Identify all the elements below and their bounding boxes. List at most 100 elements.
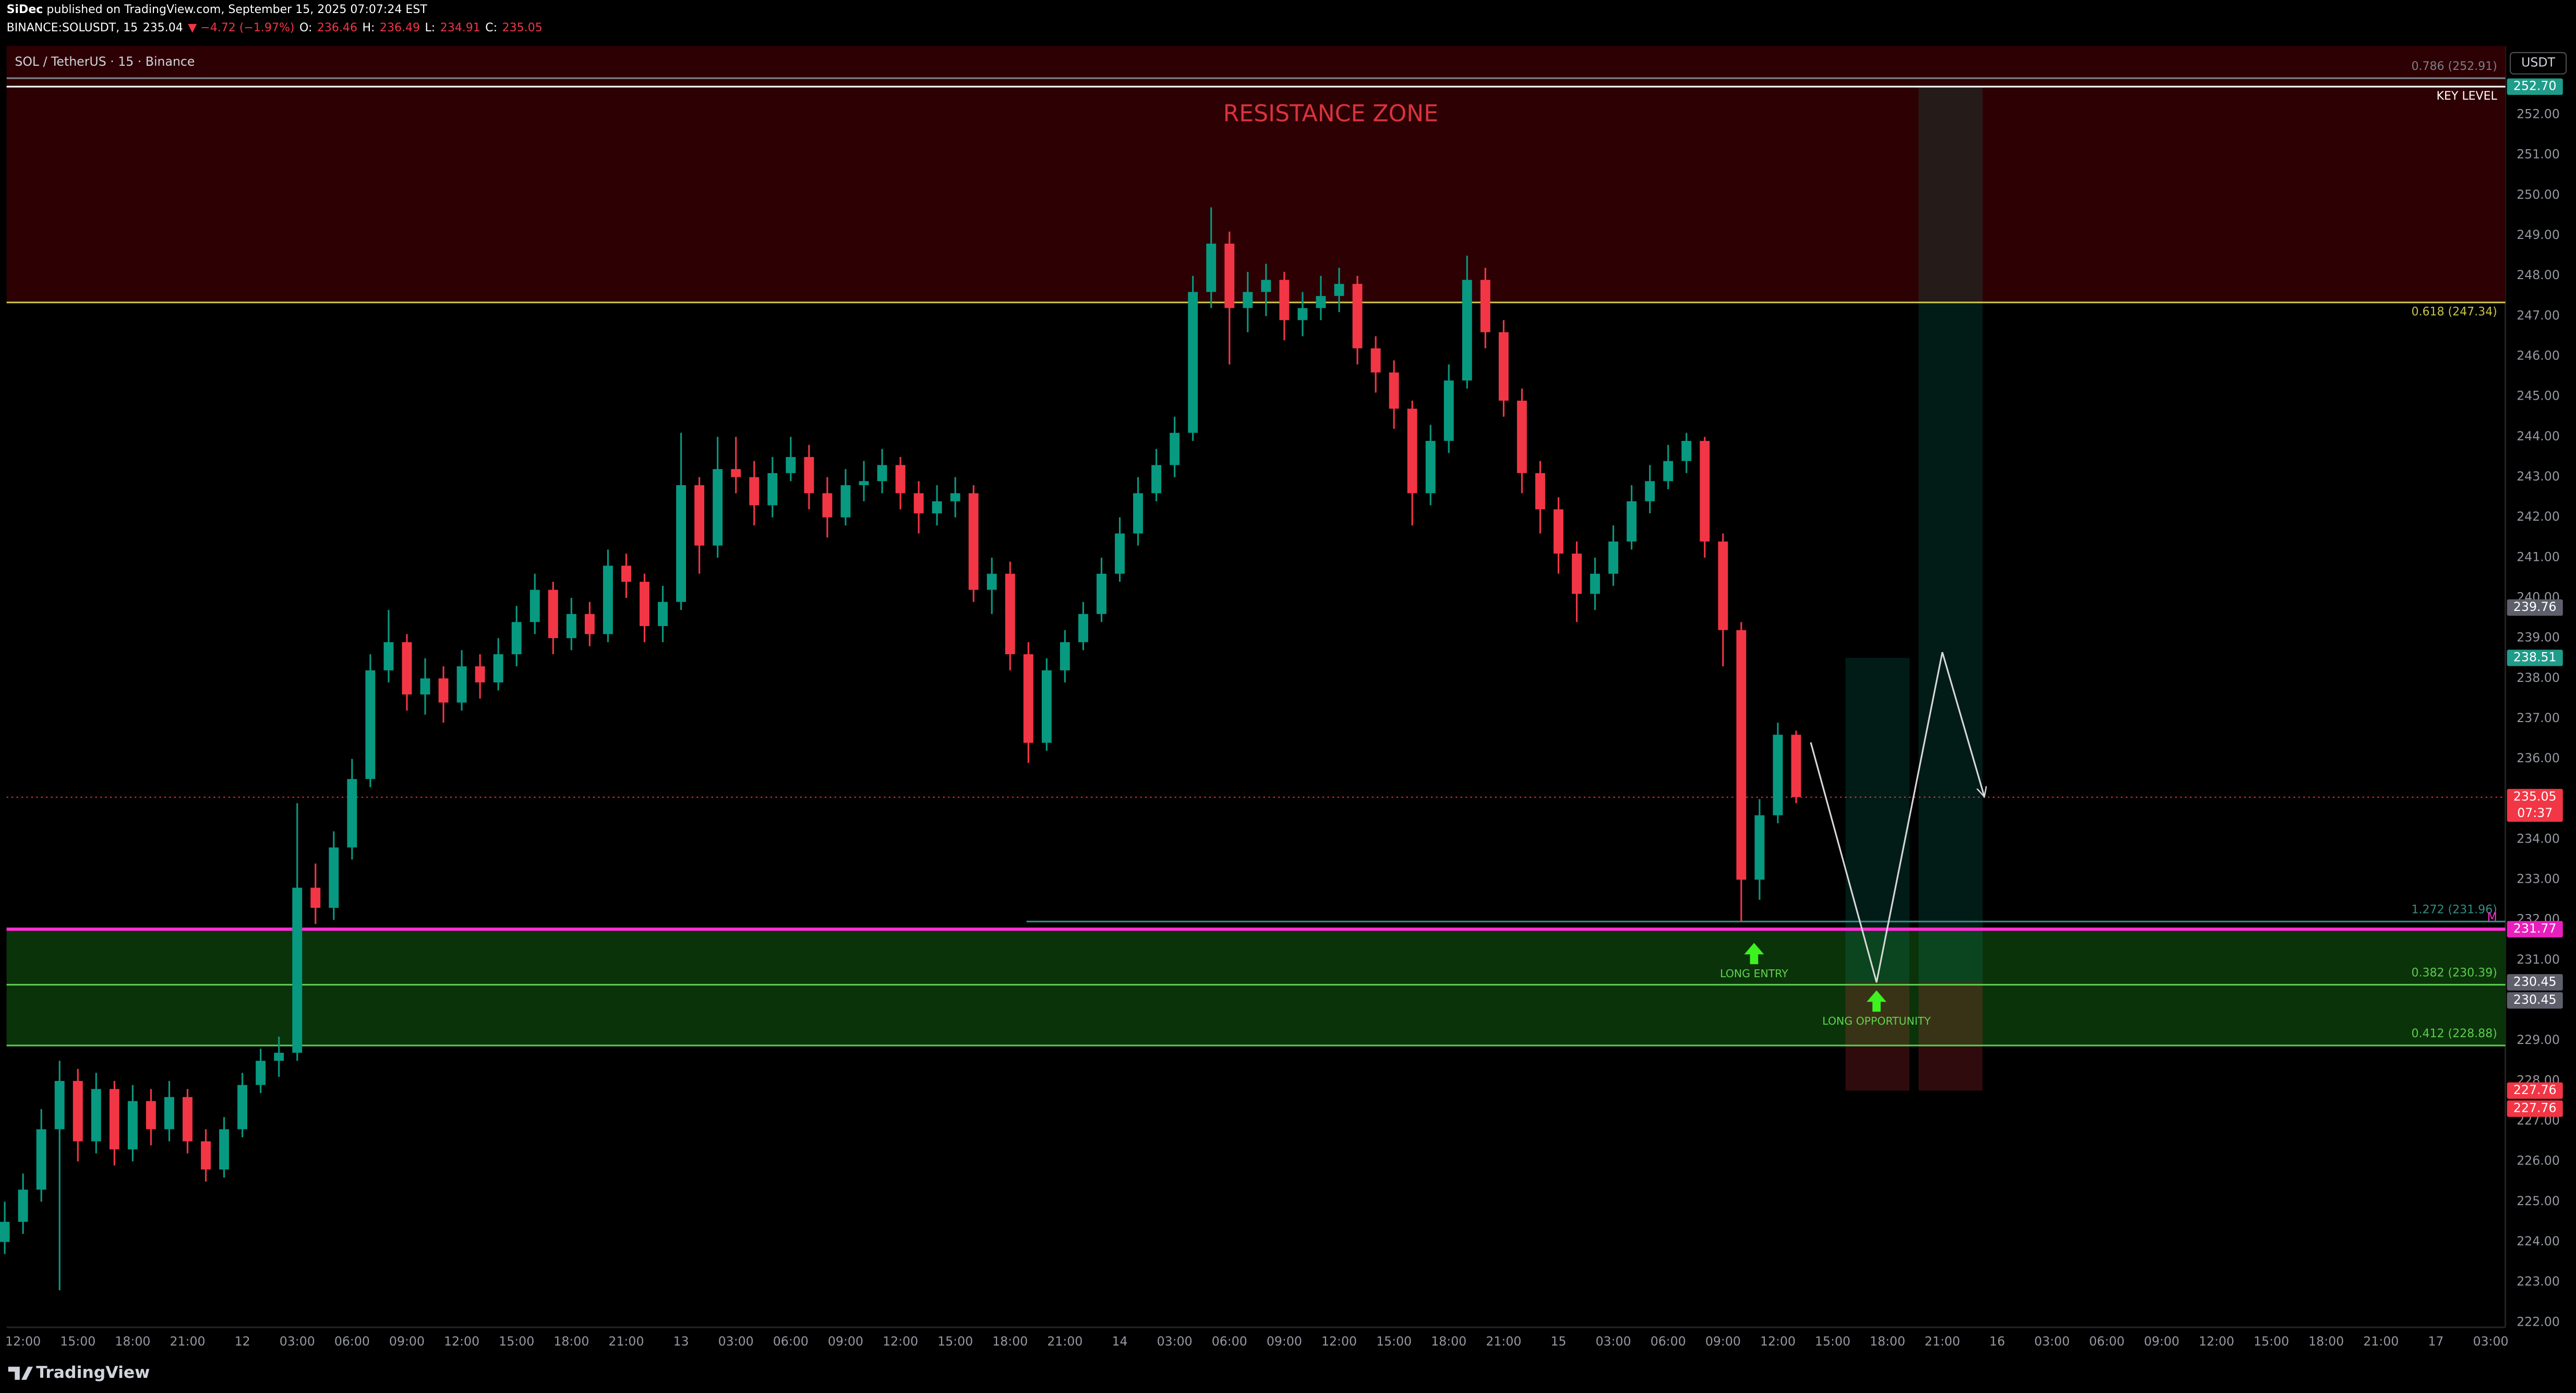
x-tick-label: 18:00 — [1870, 1334, 1905, 1349]
unit-box — [2510, 52, 2567, 75]
candle-body — [1133, 493, 1143, 534]
candle-body — [219, 1129, 230, 1170]
candle-body — [1554, 509, 1563, 554]
candle-body — [18, 1190, 28, 1222]
y-tick-label: 245.00 — [2517, 389, 2560, 403]
quote-part: C: — [485, 20, 498, 34]
candle-body — [1590, 573, 1600, 594]
candle-body — [1297, 308, 1308, 320]
x-tick-label: 21:00 — [1486, 1334, 1521, 1349]
candle-body — [932, 501, 942, 513]
candle-body — [1535, 473, 1545, 510]
price-tag — [2507, 992, 2563, 1009]
level-label: 1.272 (231.96) — [2411, 903, 2497, 916]
position-target — [1845, 657, 1910, 982]
level-label: M — [2487, 911, 2497, 924]
price-tag — [2507, 650, 2563, 666]
candle-body — [109, 1089, 119, 1150]
x-tick-label: 21:00 — [1924, 1334, 1960, 1349]
candle-body — [511, 622, 522, 654]
candle-body — [968, 493, 979, 590]
zone — [6, 46, 2506, 303]
y-tick-label: 241.00 — [2517, 549, 2560, 564]
candle-body — [1718, 541, 1728, 630]
zone — [6, 929, 2506, 1046]
x-tick-label: 21:00 — [170, 1334, 205, 1349]
header: SiDec published on TradingView.com, Sept… — [7, 2, 548, 36]
price-tag-label: 235.05 — [2513, 789, 2557, 803]
x-tick-label: 09:00 — [1705, 1334, 1741, 1349]
quote-part: ▼ −4.72 (−1.97%) — [188, 20, 295, 34]
level-label: 0.786 (252.91) — [2411, 60, 2497, 73]
price-tag-label: 239.76 — [2513, 599, 2557, 614]
candle-body — [1316, 296, 1326, 308]
x-tick-label: 15:00 — [1376, 1334, 1412, 1349]
y-tick-label: 231.00 — [2517, 952, 2560, 967]
candle-body — [1060, 642, 1070, 670]
candle-body — [767, 473, 778, 506]
candle-body — [237, 1085, 248, 1130]
candle-body — [1627, 501, 1637, 542]
x-tick-label: 12:00 — [2199, 1334, 2234, 1349]
candle-body — [1443, 380, 1454, 441]
candle-body — [1791, 735, 1801, 797]
y-tick-label: 248.00 — [2517, 268, 2560, 282]
candle-body — [383, 642, 394, 670]
quote-part: BINANCE:SOLUSDT, 15 — [6, 20, 138, 34]
candle-body — [1681, 441, 1692, 461]
price-tag-label: 252.70 — [2513, 79, 2557, 93]
quote-part: 236.49 — [379, 20, 420, 34]
x-tick-label: 15:00 — [1815, 1334, 1850, 1349]
candle-body — [1279, 280, 1290, 320]
candle-body — [127, 1101, 138, 1150]
candle-body — [183, 1097, 192, 1142]
candle-body — [1261, 280, 1271, 292]
candle-body — [566, 614, 576, 639]
x-tick-label: 03:00 — [2473, 1334, 2509, 1349]
candle-body — [950, 493, 960, 501]
candle-body — [584, 614, 595, 634]
candle-body — [1097, 573, 1106, 614]
candle-body — [1645, 481, 1655, 501]
candle-body — [438, 678, 449, 703]
x-tick-label: 03:00 — [2035, 1334, 2070, 1349]
price-tag-label: 238.51 — [2513, 650, 2557, 664]
candle-body — [621, 566, 631, 582]
candle-body — [164, 1097, 174, 1130]
x-tick-label: 12:00 — [5, 1334, 41, 1349]
candle-body — [73, 1080, 83, 1142]
price-tag — [2507, 1082, 2563, 1099]
candle-body — [1115, 533, 1125, 574]
candle-body — [1389, 372, 1399, 409]
price-tag-label: 230.45 — [2513, 974, 2557, 989]
candle-body — [1243, 292, 1253, 308]
candle-body — [0, 1221, 10, 1242]
y-tick-label: 225.00 — [2517, 1194, 2560, 1208]
candle-body — [310, 887, 321, 908]
x-tick-label: 15:00 — [499, 1334, 534, 1349]
candle-body — [1498, 332, 1509, 401]
signal-label: LONG ENTRY — [1720, 967, 1788, 980]
x-tick-label: 17 — [2428, 1334, 2443, 1349]
candle-body — [54, 1080, 65, 1130]
position-stop — [1918, 982, 1983, 1091]
y-tick-label: 239.00 — [2517, 630, 2560, 645]
quote-part: L: — [425, 20, 436, 34]
y-tick-label: 251.00 — [2517, 147, 2560, 162]
x-tick-label: 03:00 — [1157, 1334, 1193, 1349]
level-label: 0.382 (230.39) — [2411, 966, 2497, 979]
candle-body — [1773, 735, 1783, 815]
price-tag — [2507, 789, 2563, 822]
candle-body — [456, 666, 467, 703]
candle-body — [146, 1101, 156, 1130]
signal-arrow — [1744, 943, 1764, 965]
candle-body — [256, 1061, 266, 1085]
candle-body — [1170, 433, 1180, 465]
published: published on TradingView.com, September … — [46, 3, 427, 17]
y-tick-label: 242.00 — [2517, 509, 2560, 524]
x-tick-label: 03:00 — [718, 1334, 754, 1349]
brand-name: TradingView — [36, 1363, 150, 1382]
y-tick-label: 243.00 — [2517, 469, 2560, 484]
candle-body — [1572, 554, 1582, 594]
